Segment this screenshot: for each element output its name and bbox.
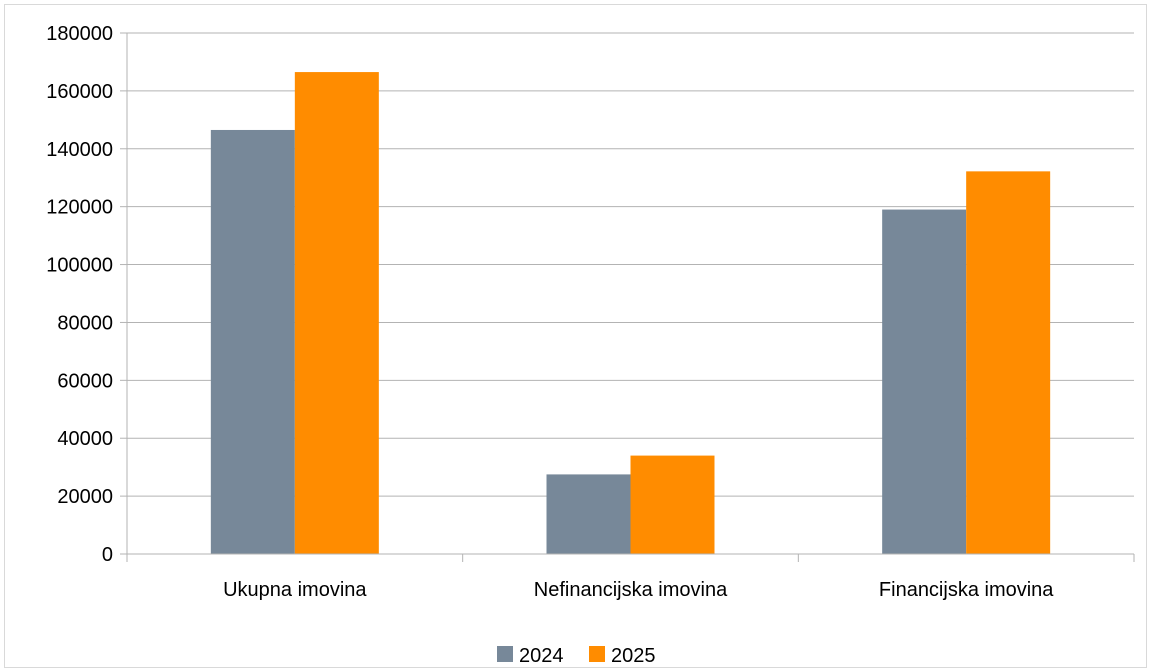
axes: [126, 33, 1135, 562]
y-tick-label: 100000: [46, 255, 113, 277]
x-category-label: Ukupna imovina: [223, 579, 367, 601]
bars: [210, 72, 1051, 555]
bar-2024-0: [210, 129, 295, 555]
legend: 2024 2025: [497, 645, 656, 667]
legend-swatch-2025: [589, 646, 605, 662]
bar-2025-1: [630, 455, 715, 554]
y-tick-label: 160000: [46, 81, 113, 103]
bar-2025-2: [966, 171, 1051, 555]
bar-2024-2: [882, 209, 967, 555]
legend-label-2024: 2024: [519, 645, 564, 667]
y-tick-label: 180000: [46, 23, 113, 45]
bar-2025-0: [294, 72, 379, 554]
legend-label-2025: 2025: [611, 645, 656, 667]
y-tick-label: 140000: [46, 139, 113, 161]
y-tick-label: 80000: [57, 312, 113, 334]
legend-swatch-2024: [497, 646, 513, 662]
y-tick-label: 120000: [46, 197, 113, 219]
y-axis-ticks: 0 20000 40000 60000 80000 100000 120000 140000 1…: [46, 23, 127, 566]
category-labels: Ukupna imovina Nefinancijska imovina Finan…: [223, 579, 1054, 601]
y-tick-label: 40000: [57, 428, 113, 450]
y-tick-label: 20000: [57, 486, 113, 508]
bar-2024-1: [546, 474, 631, 554]
y-tick-label: 60000: [57, 370, 113, 392]
y-tick-label: 0: [102, 544, 113, 566]
x-category-label: Nefinancijska imovina: [534, 579, 728, 601]
x-category-label: Financijska imovina: [879, 579, 1054, 601]
